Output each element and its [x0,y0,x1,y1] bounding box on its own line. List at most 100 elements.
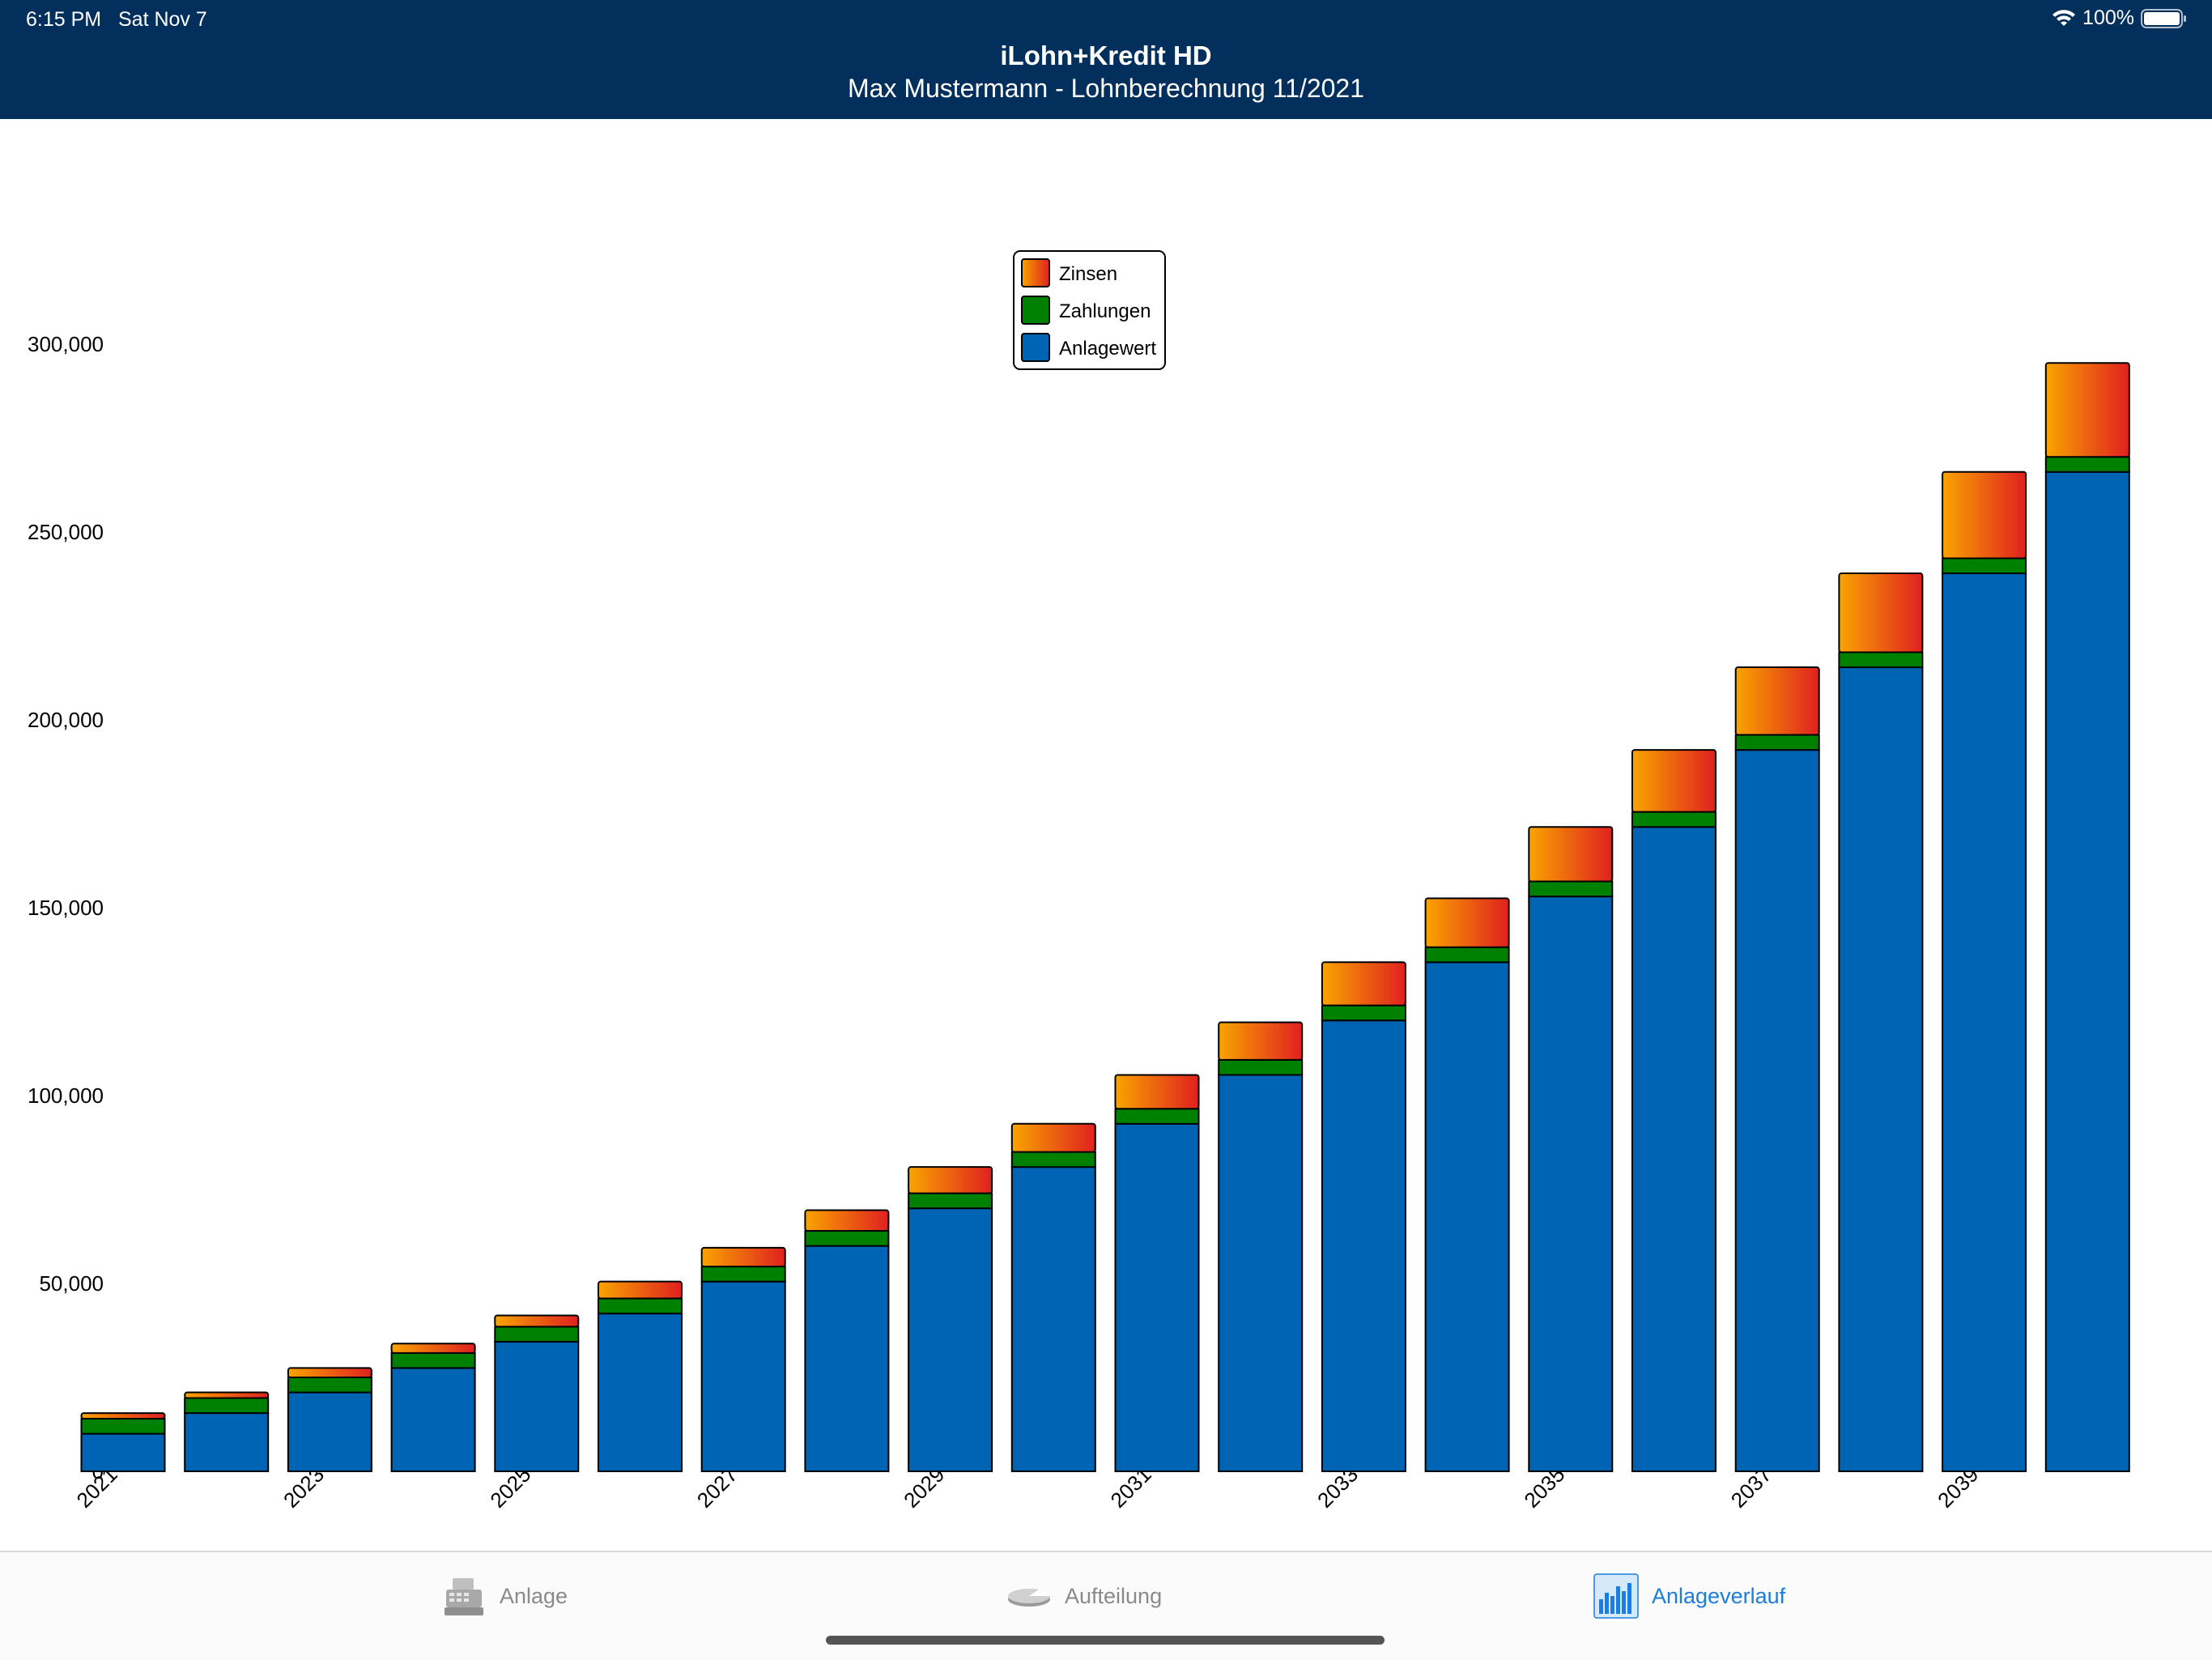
legend-swatch-zinsen [1021,258,1050,287]
bar-anlagewert-2036 [1631,826,1716,1472]
tab-anlageverlauf-label: Anlageverlauf [1652,1583,1786,1608]
pie-chart-icon [1008,1589,1050,1607]
home-indicator [826,1636,1385,1645]
bar-series [80,362,2130,1473]
legend-swatch-anlagewert [1021,333,1050,362]
bar-zahlungen-2038 [1838,651,1924,669]
bar-zinsen-2027 [700,1246,786,1268]
bar-zahlungen-2040 [2044,456,2130,473]
bar-anlagewert-2023 [287,1391,372,1473]
bar-stack-2023 [287,1367,372,1473]
bar-zahlungen-2031 [1114,1108,1200,1125]
bar-anlagewert-2033 [1321,1019,1406,1472]
legend: Zinsen Zahlungen Anlagewert [1013,250,1166,370]
bar-anlagewert-2024 [390,1367,476,1473]
bar-zinsen-2037 [1734,666,1820,736]
bar-stack-2036 [1631,749,1716,1472]
battery-percentage: 100% [2082,6,2134,29]
bar-zahlungen-2028 [804,1230,890,1247]
bar-stack-2032 [1218,1021,1304,1472]
bar-stack-2025 [494,1314,580,1473]
bar-anlagewert-2027 [700,1280,786,1473]
battery-icon [2141,8,2186,28]
stacked-bar-chart: 050,000100,000150,000200,000250,000300,0… [28,250,2130,1513]
bar-zahlungen-2021 [80,1418,166,1435]
bar-stack-2039 [1942,470,2027,1472]
bar-anlagewert-2035 [1528,896,1614,1472]
bar-zinsen-2022 [184,1391,270,1399]
bar-zinsen-2024 [390,1343,476,1354]
bar-anlagewert-2038 [1838,666,1924,1472]
bar-stack-2021 [80,1412,166,1472]
bar-zinsen-2036 [1631,749,1716,813]
tab-aufteilung[interactable]: Aufteilung [1006,1573,1162,1619]
app-subtitle: Max Mustermann - Lohnberechnung 11/2021 [847,74,1365,103]
bar-stack-2033 [1321,961,1406,1472]
bar-zinsen-2025 [494,1314,580,1328]
bar-zinsen-2031 [1114,1074,1200,1110]
y-tick-label: 100,000 [28,1083,104,1108]
tab-anlage[interactable]: Anlage [441,1573,568,1619]
wifi-icon [2052,9,2076,26]
bar-zahlungen-2034 [1424,946,1510,964]
legend-label-anlagewert: Anlagewert [1059,338,1156,360]
bar-zinsen-2021 [80,1412,166,1420]
bar-zinsen-2032 [1218,1021,1304,1061]
bar-stack-2029 [908,1166,993,1472]
y-tick-label: 200,000 [28,708,104,732]
bar-zahlungen-2029 [908,1192,993,1210]
bar-zahlungen-2037 [1734,734,1820,751]
bar-zinsen-2035 [1528,826,1614,883]
bar-stack-2024 [390,1343,476,1473]
header-bar: 6:15 PM Sat Nov 7 100% iLohn+Kredit HD M… [0,0,2212,119]
bar-zinsen-2034 [1424,897,1510,948]
bar-zahlungen-2036 [1631,811,1716,828]
bar-zinsen-2028 [804,1209,890,1232]
bar-zahlungen-2039 [1942,557,2027,575]
legend-label-zinsen: Zinsen [1059,263,1117,285]
bar-zinsen-2029 [908,1166,993,1194]
y-axis: 050,000100,000150,000200,000250,000300,0… [28,332,104,1483]
bar-zinsen-2039 [1942,470,2027,560]
bar-anlagewert-2037 [1734,749,1820,1472]
bar-zahlungen-2024 [390,1351,476,1369]
bar-stack-2030 [1010,1122,1096,1473]
tab-anlageverlauf[interactable]: Anlageverlauf [1593,1573,1785,1619]
bar-zahlungen-2025 [494,1326,580,1343]
bar-stack-2031 [1114,1074,1200,1473]
status-time: 6:15 PM [26,8,102,31]
status-indicators: 100% [2052,6,2188,30]
bar-stack-2034 [1424,897,1510,1472]
status-date: Sat Nov 7 [118,8,207,31]
legend-label-zahlungen: Zahlungen [1059,300,1151,322]
bar-zahlungen-2033 [1321,1004,1406,1022]
legend-box [1013,250,1166,370]
bar-anlagewert-2039 [1942,572,2027,1472]
bar-zahlungen-2027 [700,1266,786,1283]
bar-stack-2040 [2044,362,2130,1472]
bar-zahlungen-2030 [1010,1151,1096,1168]
bar-anlagewert-2040 [2044,470,2130,1472]
y-tick-label: 250,000 [28,520,104,544]
y-tick-label: 150,000 [28,896,104,920]
app-title: iLohn+Kredit HD [1000,40,1212,70]
bar-anlagewert-2021 [80,1432,166,1472]
bar-zahlungen-2032 [1218,1058,1304,1076]
tab-anlage-label: Anlage [500,1583,568,1608]
cash-register-icon [445,1578,483,1615]
bar-zahlungen-2035 [1528,880,1614,898]
bar-zinsen-2038 [1838,572,1924,653]
bar-anlagewert-2032 [1218,1074,1304,1472]
bar-zinsen-2033 [1321,961,1406,1007]
bar-stack-2026 [598,1280,683,1472]
bar-stack-2037 [1734,666,1820,1472]
bar-zahlungen-2026 [598,1297,683,1315]
bar-anlagewert-2031 [1114,1122,1200,1473]
bar-anlagewert-2030 [1010,1166,1096,1473]
bar-anlagewert-2022 [184,1412,270,1472]
bar-zinsen-2030 [1010,1122,1096,1153]
bar-stack-2027 [700,1246,786,1473]
bar-stack-2035 [1528,826,1614,1472]
bar-anlagewert-2025 [494,1340,580,1473]
bar-anlagewert-2034 [1424,961,1510,1472]
